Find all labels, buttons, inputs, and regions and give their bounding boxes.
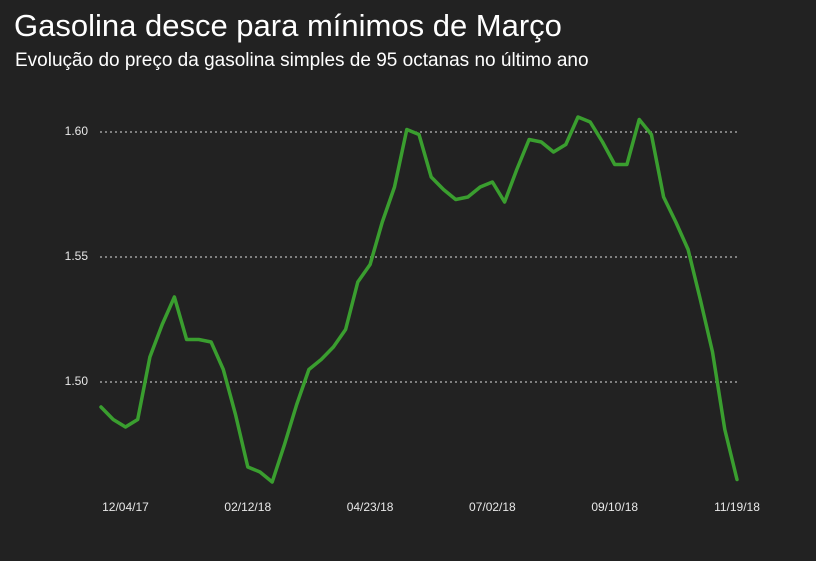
- chart-subtitle: Evolução do preço da gasolina simples de…: [15, 50, 589, 71]
- x-tick-label: 09/10/18: [591, 500, 638, 514]
- x-tick-label: 11/19/18: [714, 500, 760, 514]
- x-tick-label: 02/12/18: [224, 500, 271, 514]
- line-series: [99, 115, 739, 484]
- x-tick-label: 04/23/18: [347, 500, 394, 514]
- y-tick-label: 1.55: [65, 249, 89, 263]
- x-tick-label: 07/02/18: [469, 500, 516, 514]
- y-tick-label: 1.50: [65, 374, 89, 388]
- y-tick-label: 1.60: [65, 124, 89, 138]
- x-tick-label: 12/04/17: [102, 500, 149, 514]
- chart-title: Gasolina desce para mínimos de Março: [14, 8, 562, 43]
